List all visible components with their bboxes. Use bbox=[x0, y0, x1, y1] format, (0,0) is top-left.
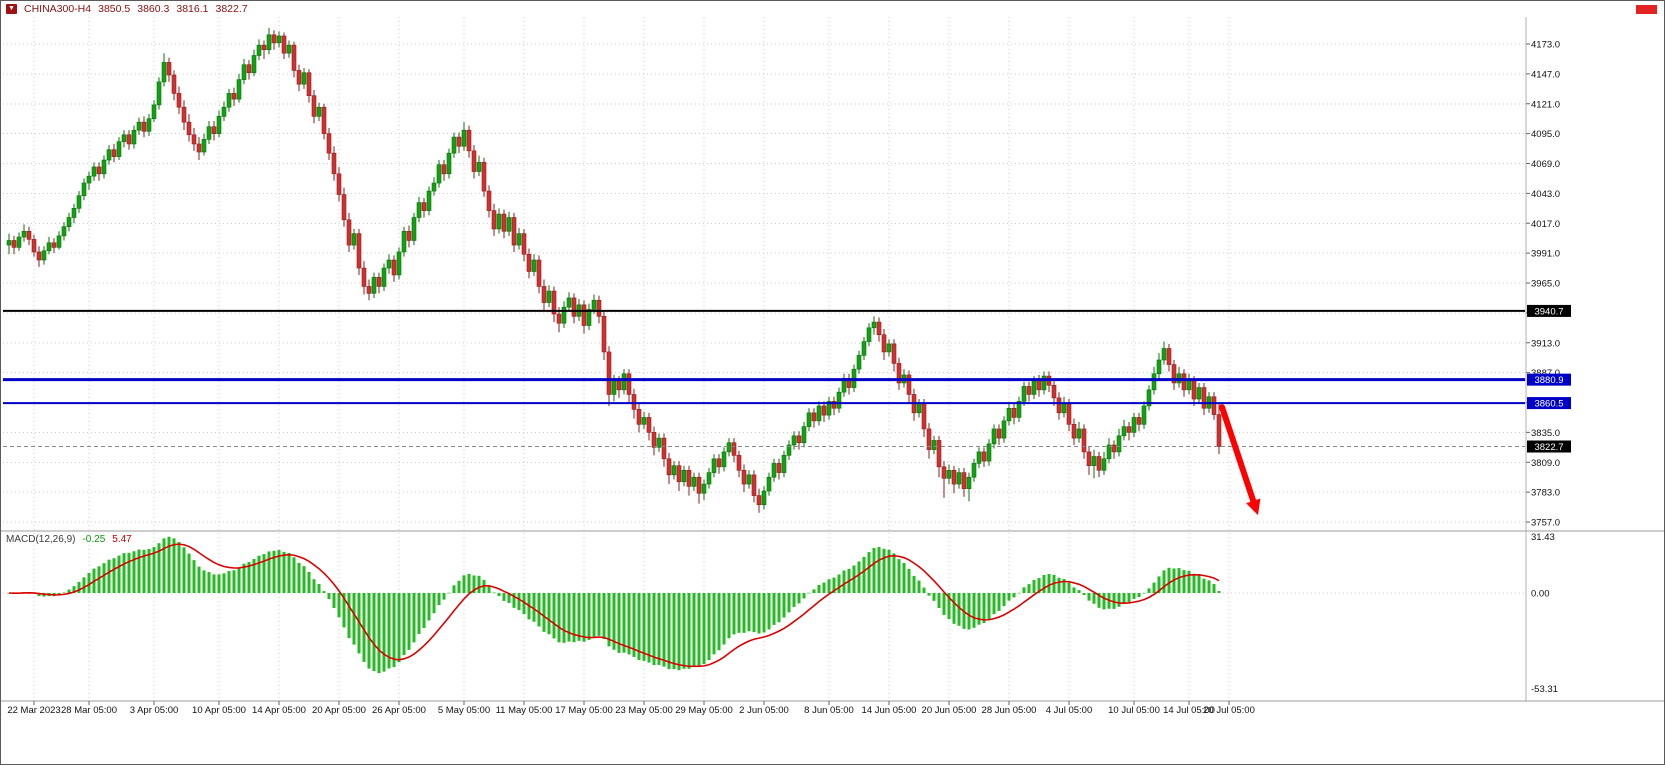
macd-signal-value: 5.47 bbox=[112, 534, 132, 545]
svg-text:29 May 05:00: 29 May 05:00 bbox=[675, 705, 733, 716]
quote-open: 3850.5 bbox=[98, 3, 131, 15]
price-tag: 3880.9 bbox=[1527, 373, 1571, 386]
svg-text:20 Apr 05:00: 20 Apr 05:00 bbox=[312, 705, 366, 716]
pane-separators bbox=[1, 17, 1664, 702]
svg-text:4095.0: 4095.0 bbox=[1531, 129, 1560, 140]
quote-high: 3860.3 bbox=[137, 3, 170, 15]
macd-indicator-label: MACD(12,26,9) -0.25 5.47 bbox=[6, 534, 132, 545]
svg-text:11 May 05:00: 11 May 05:00 bbox=[496, 705, 553, 716]
svg-text:17 May 05:00: 17 May 05:00 bbox=[555, 705, 613, 716]
svg-text:4017.0: 4017.0 bbox=[1531, 219, 1560, 230]
svg-text:14 Jun 05:00: 14 Jun 05:00 bbox=[862, 705, 917, 716]
svg-text:3887.0: 3887.0 bbox=[1531, 368, 1560, 379]
svg-text:2 Jun 05:00: 2 Jun 05:00 bbox=[739, 705, 789, 716]
svg-text:4173.0: 4173.0 bbox=[1531, 40, 1560, 51]
svg-text:10 Apr 05:00: 10 Apr 05:00 bbox=[192, 705, 246, 716]
svg-text:4069.0: 4069.0 bbox=[1531, 159, 1560, 170]
quote-low: 3816.1 bbox=[176, 3, 209, 15]
macd-axis: 31.43 0.00 -53.31 bbox=[1531, 532, 1558, 695]
svg-text:10 Jul 05:00: 10 Jul 05:00 bbox=[1108, 705, 1160, 716]
svg-text:4 Jul 05:00: 4 Jul 05:00 bbox=[1046, 705, 1092, 716]
quote-close: 3822.7 bbox=[215, 3, 248, 15]
price-axis: 4173.0 4147.0 4121.0 4095.0 4069.0 4043.0 4017… bbox=[1526, 40, 1560, 529]
svg-text:3757.0: 3757.0 bbox=[1531, 518, 1560, 529]
svg-text:0.00: 0.00 bbox=[1531, 589, 1550, 600]
svg-text:3880.9: 3880.9 bbox=[1534, 375, 1563, 386]
macd-histogram bbox=[7, 536, 1221, 674]
svg-text:3965.0: 3965.0 bbox=[1531, 279, 1560, 290]
price-tag: 3860.5 bbox=[1527, 397, 1571, 410]
svg-text:5 May 05:00: 5 May 05:00 bbox=[438, 705, 490, 716]
svg-text:3822.7: 3822.7 bbox=[1534, 442, 1563, 453]
svg-text:3860.5: 3860.5 bbox=[1534, 399, 1563, 410]
svg-text:31.43: 31.43 bbox=[1531, 532, 1555, 543]
time-axis: 22 Mar 2023 28 Mar 05:00 3 Apr 05:00 10 Apr… bbox=[7, 701, 1255, 716]
top-right-marker bbox=[1636, 5, 1657, 14]
svg-text:-53.31: -53.31 bbox=[1531, 684, 1558, 695]
svg-text:14 Jul 05:00: 14 Jul 05:00 bbox=[1163, 705, 1215, 716]
price-axis-tags: 3940.7 3880.9 3860.5 3822.7 bbox=[1527, 304, 1571, 453]
price-tag: 3940.7 bbox=[1527, 304, 1571, 317]
symbol-name: CHINA300-H4 bbox=[24, 3, 92, 15]
svg-text:3835.0: 3835.0 bbox=[1531, 428, 1560, 439]
candlestick-series bbox=[6, 27, 1222, 513]
symbol-ohlc-label: ▼ CHINA300-H4 3850.5 3860.3 3816.1 3822.… bbox=[6, 3, 248, 15]
svg-text:3913.0: 3913.0 bbox=[1531, 338, 1560, 349]
svg-text:3783.0: 3783.0 bbox=[1531, 488, 1560, 499]
macd-name: MACD(12,26,9) bbox=[6, 534, 76, 545]
svg-text:20 Jul 05:00: 20 Jul 05:00 bbox=[1203, 705, 1255, 716]
horizontal-level-lines bbox=[3, 309, 1525, 448]
svg-text:14 Apr 05:00: 14 Apr 05:00 bbox=[252, 705, 306, 716]
svg-text:3 Apr 05:00: 3 Apr 05:00 bbox=[130, 705, 179, 716]
svg-text:28 Jun 05:00: 28 Jun 05:00 bbox=[982, 705, 1037, 716]
svg-text:8 Jun 05:00: 8 Jun 05:00 bbox=[804, 705, 854, 716]
svg-text:23 May 05:00: 23 May 05:00 bbox=[615, 705, 673, 716]
svg-text:3809.0: 3809.0 bbox=[1531, 458, 1560, 469]
svg-text:22 Mar 2023: 22 Mar 2023 bbox=[7, 705, 60, 716]
svg-text:4147.0: 4147.0 bbox=[1531, 69, 1560, 80]
trend-arrow[interactable] bbox=[1219, 404, 1261, 516]
svg-text:4043.0: 4043.0 bbox=[1531, 189, 1560, 200]
svg-text:26 Apr 05:00: 26 Apr 05:00 bbox=[372, 705, 426, 716]
symbol-dropdown-icon[interactable]: ▼ bbox=[6, 4, 17, 14]
svg-text:3991.0: 3991.0 bbox=[1531, 249, 1560, 260]
svg-text:28 Mar 05:00: 28 Mar 05:00 bbox=[61, 705, 117, 716]
svg-text:20 Jun 05:00: 20 Jun 05:00 bbox=[922, 705, 977, 716]
price-tag: 3822.7 bbox=[1527, 440, 1571, 453]
svg-text:3940.7: 3940.7 bbox=[1534, 306, 1563, 317]
macd-main-value: -0.25 bbox=[82, 534, 106, 545]
macd-signal-line bbox=[8, 543, 1220, 668]
svg-text:4121.0: 4121.0 bbox=[1531, 99, 1560, 110]
